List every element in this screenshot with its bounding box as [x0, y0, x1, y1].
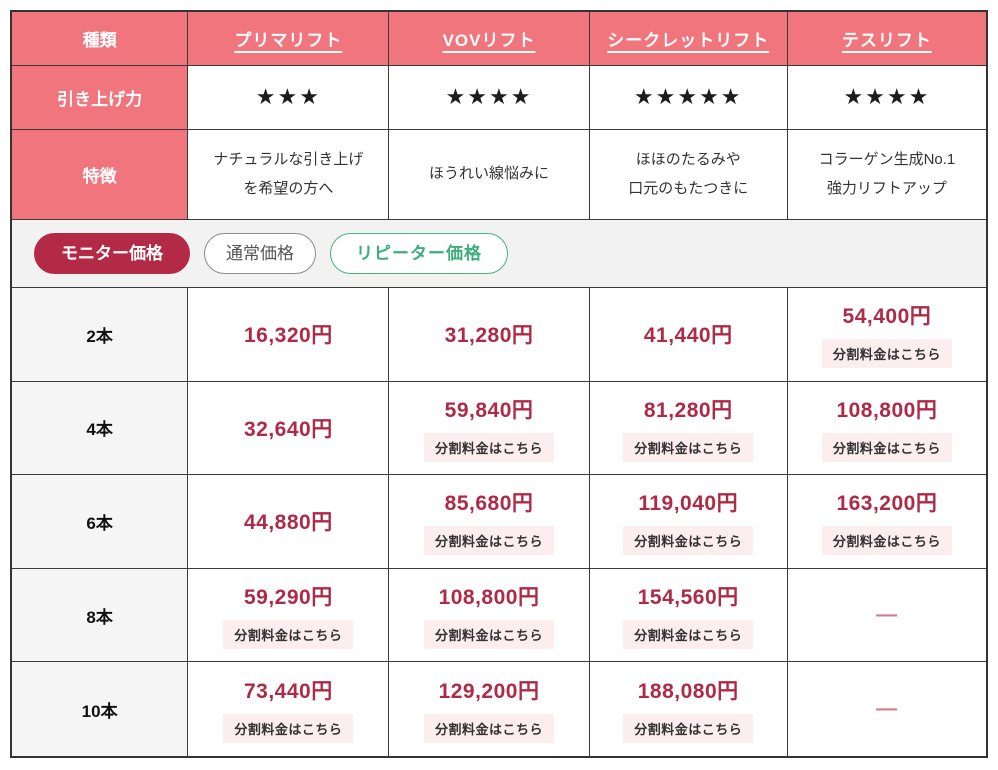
price-empty: — [876, 697, 898, 721]
feature-text: ほうれい線悩みに [429, 165, 550, 183]
price-cell: 119,040円 分割料金はこちら [589, 475, 788, 569]
price-cell: 163,200円 分割料金はこちら [787, 475, 986, 569]
price-cell: 108,800円 分割料金はこちら [787, 382, 986, 476]
installment-link[interactable]: 分割料金はこちら [223, 714, 354, 744]
column-header-link[interactable]: シークレットリフト [607, 31, 770, 50]
price-cell: 32,640円 [188, 381, 390, 476]
column-header-tesslift: テスリフト [787, 12, 986, 66]
feature-cell: ナチュラルな引き上げ を希望の方へ [188, 130, 390, 220]
price-cell: 188,080円 分割料金はこちら [590, 662, 788, 756]
column-header-primalift: プリマリフト [188, 12, 390, 66]
price-cell: 81,280円 分割料金はこちら [589, 381, 788, 476]
price-cell: 129,200円 分割料金はこちら [389, 662, 590, 756]
quantity-label: 8本 [86, 607, 113, 627]
price-value: 85,680円 [444, 492, 534, 516]
feature-text: ナチュラルな引き上げ を希望の方へ [213, 151, 364, 197]
lift-power-rating: ★★★★ [389, 66, 590, 130]
price-row-label: 4本 [12, 381, 189, 476]
price-value: 108,800円 [438, 586, 540, 610]
feature-cell: ほうれい線悩みに [389, 130, 590, 220]
price-row-label: 6本 [12, 475, 189, 569]
price-value: 81,280円 [643, 398, 733, 422]
feature-text: コラーゲン生成No.1 強力リフトアップ [818, 151, 956, 197]
features-label: 特徴 [82, 167, 117, 186]
installment-link[interactable]: 分割料金はこちら [424, 620, 555, 650]
price-value: 59,290円 [243, 586, 333, 610]
stars-icon: ★★★★ [445, 85, 533, 110]
price-cell: 54,400円 分割料金はこちら [787, 288, 986, 382]
price-cell: 59,290円 分割料金はこちら [188, 568, 390, 663]
installment-link[interactable]: 分割料金はこちら [821, 339, 952, 369]
lift-power-label: 引き上げ力 [57, 90, 143, 109]
price-cell: 31,280円 [389, 288, 590, 382]
feature-cell: コラーゲン生成No.1 強力リフトアップ [787, 130, 986, 220]
price-value: 163,200円 [836, 492, 938, 516]
installment-link[interactable]: 分割料金はこちら [623, 526, 754, 556]
price-value: 41,440円 [643, 324, 733, 348]
quantity-label: 2本 [86, 326, 113, 346]
stars-icon: ★★★★ [843, 85, 931, 110]
price-cell: 73,440円 分割料金はこちら [188, 662, 390, 756]
price-value: 129,200円 [438, 680, 540, 704]
installment-link[interactable]: 分割料金はこちら [424, 526, 555, 556]
column-header-vovlift: VOVリフト [389, 12, 590, 66]
price-value: 31,280円 [444, 324, 534, 348]
price-value: 154,560円 [637, 586, 739, 610]
quantity-label: 10本 [81, 701, 118, 721]
price-value: 59,840円 [444, 398, 534, 422]
price-value: 119,040円 [638, 492, 739, 516]
lift-power-rating: ★★★ [188, 66, 390, 130]
quantity-label: 4本 [86, 420, 113, 440]
feature-text: ほほのたるみや 口元のもたつきに [628, 151, 749, 197]
price-value: 16,320円 [243, 324, 333, 348]
column-header-link[interactable]: VOVリフト [442, 31, 536, 50]
installment-link[interactable]: 分割料金はこちら [424, 432, 555, 462]
features-label-cell: 特徴 [12, 130, 189, 220]
feature-cell: ほほのたるみや 口元のもたつきに [589, 130, 788, 220]
price-value: 188,080円 [637, 680, 739, 704]
lift-power-rating: ★★★★ [787, 66, 986, 130]
installment-link[interactable]: 分割料金はこちら [821, 526, 952, 556]
price-cell: 41,440円 [589, 288, 788, 382]
stars-icon: ★★★★★ [633, 85, 743, 110]
price-cell: — [788, 662, 986, 756]
price-cell: 85,680円 分割料金はこちら [389, 475, 590, 569]
price-cell: 108,800円 分割料金はこちら [389, 568, 590, 663]
quantity-label: 6本 [86, 513, 113, 533]
price-cell: — [787, 569, 986, 663]
price-value: 54,400円 [842, 305, 932, 329]
pricing-table: 種類 プリマリフト VOVリフト シークレットリフト テスリフト 引き上げ力 ★… [10, 10, 988, 758]
lift-power-rating: ★★★★★ [589, 66, 788, 130]
price-type-tabs: モニター価格 通常価格 リピーター価格 [12, 220, 986, 288]
price-cell: 44,880円 [188, 475, 390, 569]
installment-link[interactable]: 分割料金はこちら [623, 714, 754, 744]
installment-link[interactable]: 分割料金はこちら [623, 432, 754, 462]
price-cell: 16,320円 [188, 288, 390, 382]
price-cell: 59,840円 分割料金はこちら [389, 381, 590, 476]
tab-monitor-price[interactable]: モニター価格 [34, 233, 190, 274]
installment-link[interactable]: 分割料金はこちら [424, 714, 555, 744]
installment-link[interactable]: 分割料金はこちら [821, 432, 952, 462]
price-value: 108,800円 [836, 398, 938, 422]
tab-repeater-price[interactable]: リピーター価格 [330, 233, 508, 274]
price-value: 73,440円 [243, 680, 333, 704]
price-value: 44,880円 [243, 511, 333, 535]
price-value: 32,640円 [243, 417, 333, 441]
type-header-cell: 種類 [12, 12, 189, 66]
tab-normal-price[interactable]: 通常価格 [204, 233, 316, 274]
stars-icon: ★★★ [255, 85, 321, 110]
installment-link[interactable]: 分割料金はこちら [223, 620, 354, 650]
type-header-label: 種類 [82, 31, 117, 50]
installment-link[interactable]: 分割料金はこちら [623, 620, 754, 650]
price-row-label: 8本 [12, 568, 189, 663]
column-header-secretlift: シークレットリフト [589, 12, 788, 66]
price-cell: 154,560円 分割料金はこちら [589, 568, 788, 663]
column-header-link[interactable]: プリマリフト [234, 31, 343, 50]
price-row-label: 2本 [12, 288, 189, 382]
price-row-label: 10本 [12, 662, 189, 756]
lift-power-label-cell: 引き上げ力 [12, 66, 189, 130]
column-header-link[interactable]: テスリフト [841, 31, 932, 50]
price-empty: — [876, 603, 898, 627]
